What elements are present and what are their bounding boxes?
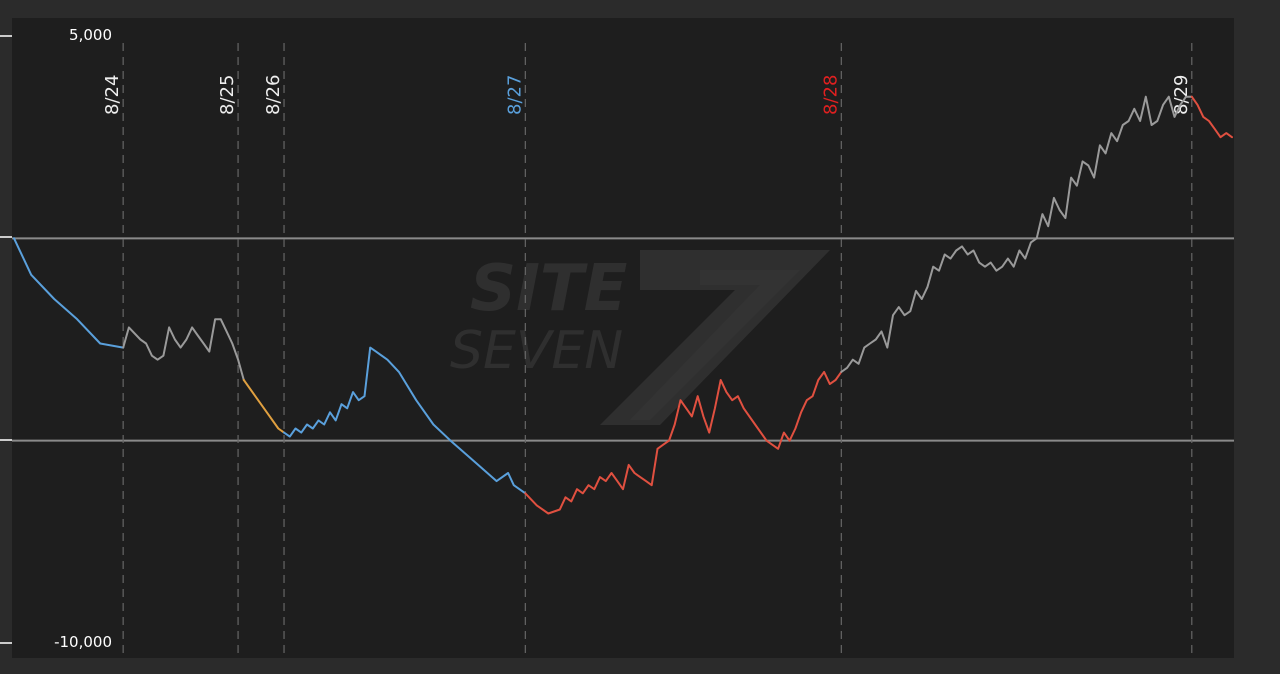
day-label-3: 8/27 xyxy=(504,75,525,115)
site-seven-watermark: SITE SEVEN xyxy=(450,250,830,425)
series-layer xyxy=(13,95,1233,515)
day-label-5: 8/29 xyxy=(1171,75,1192,115)
watermark-line2: SEVEN xyxy=(450,321,623,381)
series-segment-5 xyxy=(840,95,1193,373)
day-label-4: 8/28 xyxy=(820,75,841,115)
y-tick-label-top: 5,000 xyxy=(69,26,112,44)
series-segment-1 xyxy=(122,318,245,381)
plot-background xyxy=(12,18,1234,658)
series-segment-3 xyxy=(283,346,527,495)
series-segment-0 xyxy=(13,237,125,349)
series-segment-2 xyxy=(242,379,285,434)
day-label-2: 8/26 xyxy=(263,75,284,115)
series-segment-4 xyxy=(524,370,843,515)
day-label-1: 8/25 xyxy=(217,75,238,115)
series-segment-6 xyxy=(1190,95,1233,139)
day-dividers: 8/24 8/25 8/26 8/27 8/28 8/29 xyxy=(102,43,1193,658)
watermark-line1: SITE xyxy=(470,252,627,326)
watermark-seven-mark-outer xyxy=(600,250,830,425)
y-tick-label-bottom: -10,000 xyxy=(54,633,112,651)
day-label-0: 8/24 xyxy=(102,75,123,115)
reference-lines xyxy=(12,237,1234,442)
watermark-seven-mark-inner xyxy=(630,270,800,420)
